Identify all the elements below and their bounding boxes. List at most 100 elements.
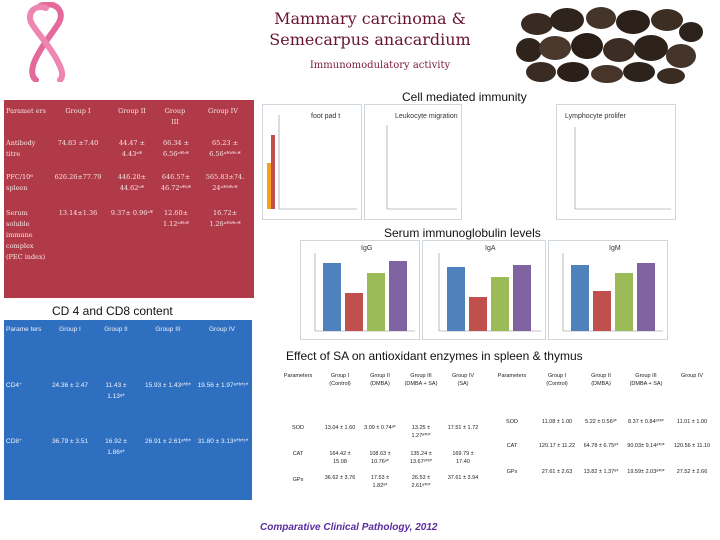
table-cell: 646.57± 46.72ᵃ*ᵇ* xyxy=(160,173,192,192)
header-group-2: Group II xyxy=(118,107,146,115)
table-cell: 17.51 ± 1.72 xyxy=(447,425,479,431)
header-parameters: Parameters xyxy=(497,373,527,379)
page-title: Mammary carcinoma & Semecarpus anacardiu… xyxy=(250,8,490,50)
title-line-1: Mammary carcinoma & xyxy=(274,9,466,28)
table-cell: 15.93 ± 1.43ᵃ*ᵇ* xyxy=(144,382,192,389)
header-group-2: Group II xyxy=(104,326,128,333)
chart-title: Lymphocyte prolifer xyxy=(565,113,626,120)
row-label: CAT xyxy=(292,451,304,457)
igg-bars xyxy=(314,253,415,332)
header-group-1: Group I xyxy=(59,326,81,333)
header-group-2: Group II (DMBA) xyxy=(370,373,390,387)
cmi-section-title: Cell mediated immunity xyxy=(402,90,527,104)
table-cell: 13.82 ± 1.37ᵃ* xyxy=(583,469,619,475)
foot-pad-chart: foot pad t xyxy=(262,104,362,220)
table-cell: 19.59± 2.03ᵃ*ᵇ* xyxy=(627,469,665,475)
table-cell: 626.26±77.79 xyxy=(54,173,102,181)
table-cell: 8.37 ± 0.84ᵃ*ᵇ* xyxy=(628,419,664,425)
row-label: SOD xyxy=(506,419,518,425)
row-label: CD8⁺ xyxy=(6,438,23,445)
header-parameters: Parame ters xyxy=(6,326,42,333)
table-cell: 19.56 ± 1.97ᵃ*ᵇ*ᶜ* xyxy=(197,382,249,389)
table-cell: 13.04 ± 1.60 xyxy=(324,425,356,431)
igm-bars xyxy=(562,253,663,332)
header-group-4: Group IV xyxy=(680,373,703,379)
table-cell: 446.20± 44.62ᵃ* xyxy=(117,173,147,192)
serum-section-title: Serum immunoglobulin levels xyxy=(384,226,541,240)
table-cell: 36.62 ± 3.76 xyxy=(324,475,356,481)
citation-footer: Comparative Clinical Pathology, 2012 xyxy=(260,522,438,533)
row-label: CD4⁺ xyxy=(6,382,23,389)
header-group-1: Group I (Control) xyxy=(329,373,351,387)
table-cell: 11.08 ± 1.00 xyxy=(541,419,573,425)
header-group-1: Group I (Control) xyxy=(546,373,568,387)
table-cell: 120.17 ± 11.22 xyxy=(538,443,576,449)
table-cell: 90.03± 9.14ᵃ*ᵇ* xyxy=(627,443,665,449)
leukocyte-migration-chart: Leukocyte migration xyxy=(364,104,462,220)
immunomodulation-table: Paramet ers Group I Group II Group III G… xyxy=(4,100,254,298)
page-subtitle: Immunomodulatory activity xyxy=(309,60,451,71)
semecarpus-nuts-image xyxy=(516,7,703,84)
table-cell: 64.78 ± 6.75ᵃ* xyxy=(583,443,619,449)
table-cell: 26.91 ± 2.61ᵃ*ᵇ* xyxy=(144,438,192,445)
table-cell: 16.92 ± 1.86ᵃ* xyxy=(105,438,127,456)
table-cell: 37.61 ± 3.94 xyxy=(447,475,479,481)
header-parameters: Paramet ers xyxy=(6,107,46,115)
table-cell: 11.43 ± 1.13ᵃ* xyxy=(105,382,127,400)
row-label: Antibody titre xyxy=(6,139,36,158)
table-cell: 120.56 ± 11.10 xyxy=(673,443,711,449)
chart-title: foot pad t xyxy=(311,113,341,120)
row-label: SOD xyxy=(292,425,304,431)
igm-chart: IgM xyxy=(548,240,668,340)
table-cell: 66.34 ± 6.56ᵃ*ᵇ* xyxy=(162,139,190,158)
table-cell: 17.53 ± 1.82ᵃ* xyxy=(370,475,390,489)
table-cell: 36.79 ± 3.51 xyxy=(51,438,89,445)
chart-title: IgA xyxy=(485,245,496,252)
header-group-1: Group I xyxy=(65,107,91,115)
row-label: PFC/10⁶ spleen xyxy=(6,173,33,192)
row-label: GPx xyxy=(506,469,518,475)
row-label: Serum soluble immune complex (PEC index) xyxy=(6,209,46,261)
header-group-3: Group III (DMBA + SA) xyxy=(629,373,663,387)
table-cell: 3.09 ± 0.74ᵃ* xyxy=(364,425,396,431)
table-cell: 108.63 ± 10.76ᵃ* xyxy=(369,451,391,465)
pink-ribbon-icon xyxy=(26,2,66,82)
table-cell: 24.36 ± 2.47 xyxy=(51,382,89,389)
leukocyte-axes xyxy=(386,125,457,210)
table-cell: 27.61 ± 2.63 xyxy=(541,469,573,475)
table-cell: 12.60± 1.12ᵃ*ᵇ* xyxy=(162,209,190,228)
header-parameters: Parameters xyxy=(283,373,313,379)
header-group-4: Group IV xyxy=(208,107,238,115)
header-group-3: Group III xyxy=(164,107,186,126)
table-cell: 44.47 ± 4.43ᵃ* xyxy=(118,139,146,158)
cd-section-title: CD 4 and CD8 content xyxy=(52,304,173,318)
chart-title: Leukocyte migration xyxy=(395,113,458,120)
cd4-cd8-table: Parame ters Group I Group II Group III G… xyxy=(4,320,252,500)
chart-title: IgM xyxy=(609,245,621,252)
table-cell: 26.53 ± 2.61ᵃ*ᵇ* xyxy=(411,475,431,489)
table-cell: 164.42 ± 15.08 xyxy=(329,451,351,465)
header-group-4: Group IV xyxy=(208,326,235,333)
chart-title: IgG xyxy=(361,245,373,252)
table-cell: 565.83±74. 24ᵃ*ᵇ*ᶜ* xyxy=(205,173,245,192)
lymphocyte-axes xyxy=(574,127,671,210)
table-cell: 135.24 ± 13.67ᵃ*ᵇ* xyxy=(409,451,433,465)
header-group-4: Group IV (SA) xyxy=(451,373,474,387)
header-group-2: Group II (DMBA) xyxy=(591,373,611,387)
spleen-antioxidant-table: Parameters Group I (Control) Group II (D… xyxy=(280,368,486,498)
header-group-3: Group III xyxy=(155,326,181,333)
igg-chart: IgG xyxy=(300,240,420,340)
table-cell: 16.72± 1.26ᵃ*ᵇ*ᶜ* xyxy=(209,209,241,228)
thymus-antioxidant-table: Parameters Group I (Control) Group II (D… xyxy=(490,368,716,498)
table-cell: 31.80 ± 3.13ᵃ*ᵇ*ᶜ* xyxy=(197,438,249,445)
header-group-3: Group III (DMBA + SA) xyxy=(404,373,438,387)
table-cell: 13.14±1.36 xyxy=(58,209,98,217)
table-cell: 5.22 ± 0.56ᵃ* xyxy=(585,419,617,425)
table-cell: 169.79 ± 17.40 xyxy=(452,451,474,465)
iga-chart: IgA xyxy=(422,240,546,340)
table-cell: 27.52 ± 2.66 xyxy=(676,469,708,475)
foot-pad-bars xyxy=(267,115,357,210)
table-cell: 13.25 ± 1.27ᵃ*ᵇ* xyxy=(411,425,431,439)
table-cell: 9.37± 0.96ᵃ* xyxy=(110,209,154,217)
lymphocyte-proliferation-chart: Lymphocyte prolifer xyxy=(556,104,676,220)
